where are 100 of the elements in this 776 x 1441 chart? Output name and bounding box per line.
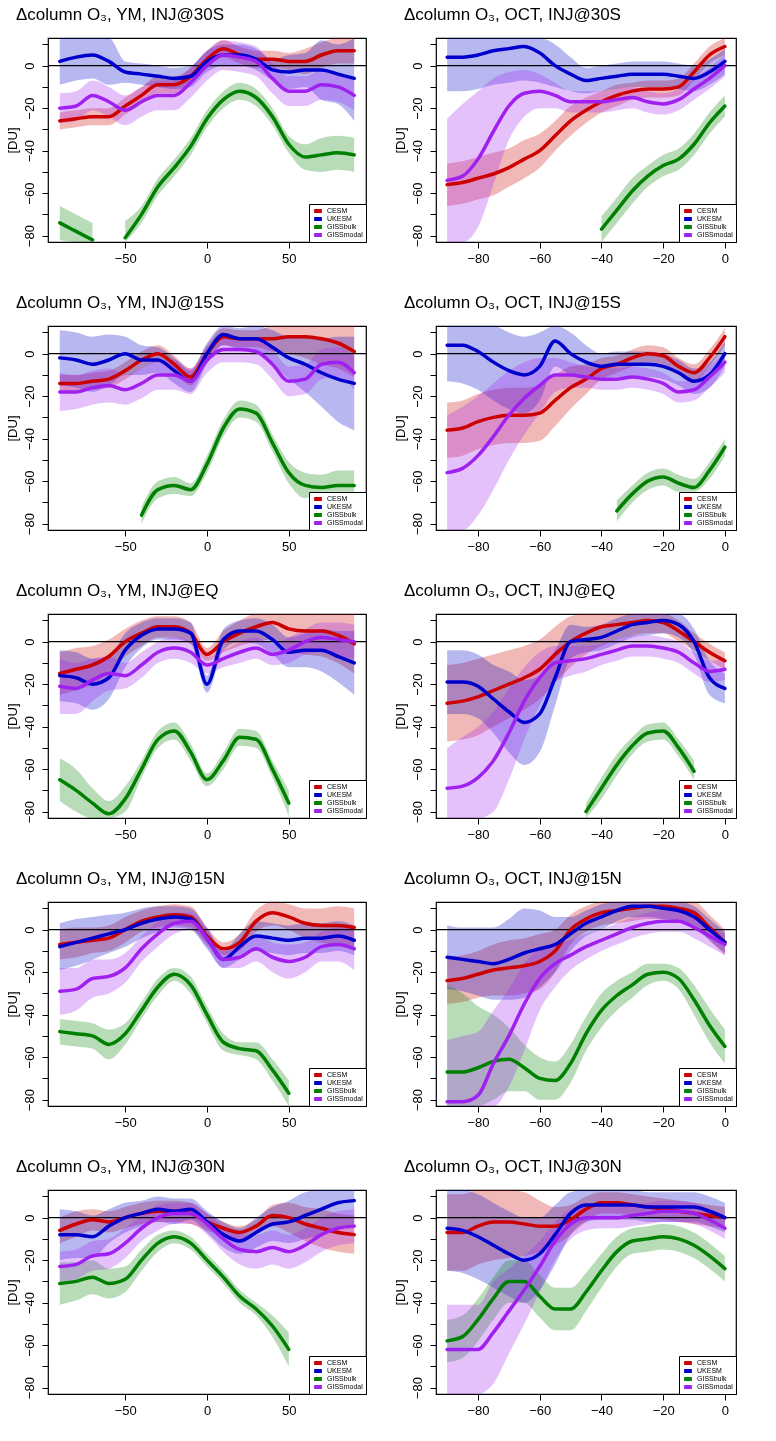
y-tick-label: −80 xyxy=(409,1089,425,1112)
y-axis-title: [DU] xyxy=(4,703,20,730)
x-tick-label: 0 xyxy=(203,1402,212,1418)
chart-title: Δcolumn O₃, OCT, INJ@30N xyxy=(404,1157,622,1176)
y-axis-title: [DU] xyxy=(4,1279,20,1306)
y-tick-label: −40 xyxy=(21,1292,37,1315)
y-tick-label: −40 xyxy=(409,428,425,451)
x-tick-label: −80 xyxy=(467,1114,490,1130)
y-tick-label: 0 xyxy=(21,1214,37,1222)
x-tick-label: −80 xyxy=(467,1402,490,1418)
y-tick-label: −80 xyxy=(21,225,37,248)
y-tick-label: 0 xyxy=(21,350,37,358)
y-tick-label: −60 xyxy=(21,1334,37,1357)
x-tick-label: −40 xyxy=(590,826,613,842)
y-tick-label: −40 xyxy=(409,1004,425,1027)
y-tick-label: −60 xyxy=(409,1046,425,1069)
x-tick-label: −50 xyxy=(114,1114,137,1130)
y-tick-label: −60 xyxy=(409,1334,425,1357)
chart-title: Δcolumn O₃, OCT, INJ@15N xyxy=(404,869,622,888)
y-tick-label: −80 xyxy=(409,1377,425,1400)
y-tick-label: −80 xyxy=(409,225,425,248)
x-tick-label: −40 xyxy=(590,538,613,554)
chart-title: Δcolumn O₃, OCT, INJ@30S xyxy=(404,5,621,24)
y-tick-label: 0 xyxy=(409,62,425,70)
x-tick-label: −80 xyxy=(467,826,490,842)
chart-title: Δcolumn O₃, YM, INJ@EQ xyxy=(16,581,219,600)
x-tick-label: −20 xyxy=(652,1114,675,1130)
y-tick-label: −80 xyxy=(21,1377,37,1400)
y-axis-title: [DU] xyxy=(392,991,408,1018)
x-tick-label: −20 xyxy=(652,826,675,842)
x-tick-label: −60 xyxy=(529,1402,552,1418)
x-tick-label: 0 xyxy=(721,1114,730,1130)
y-tick-label: −40 xyxy=(409,1292,425,1315)
x-tick-label: −50 xyxy=(114,538,137,554)
y-axis-title: [DU] xyxy=(4,991,20,1018)
x-tick-label: −40 xyxy=(590,250,613,266)
x-tick-label: −60 xyxy=(529,538,552,554)
x-tick-label: 0 xyxy=(203,1114,212,1130)
y-tick-label: 0 xyxy=(409,926,425,934)
y-tick-label: −20 xyxy=(21,1249,37,1272)
x-tick-label: −20 xyxy=(652,1402,675,1418)
x-tick-label: −80 xyxy=(467,538,490,554)
x-tick-label: 50 xyxy=(282,826,297,842)
y-axis-title: [DU] xyxy=(392,703,408,730)
x-tick-label: −80 xyxy=(467,250,490,266)
x-tick-label: 0 xyxy=(203,826,212,842)
y-tick-label: −60 xyxy=(21,758,37,781)
y-tick-label: −20 xyxy=(409,673,425,696)
chart-title: Δcolumn O₃, OCT, INJ@15S xyxy=(404,293,621,312)
y-tick-label: −20 xyxy=(21,673,37,696)
y-tick-label: −20 xyxy=(409,1249,425,1272)
x-tick-label: −40 xyxy=(590,1114,613,1130)
x-tick-label: 0 xyxy=(721,250,730,266)
y-axis-title: [DU] xyxy=(4,127,20,154)
y-tick-label: 0 xyxy=(21,62,37,70)
y-tick-label: −40 xyxy=(409,716,425,739)
y-tick-label: −40 xyxy=(21,1004,37,1027)
y-tick-label: 0 xyxy=(21,638,37,646)
y-tick-label: −80 xyxy=(409,801,425,824)
x-tick-label: −50 xyxy=(114,250,137,266)
x-tick-label: −50 xyxy=(114,826,137,842)
y-tick-label: −20 xyxy=(409,385,425,408)
y-tick-label: −20 xyxy=(21,385,37,408)
x-tick-label: 0 xyxy=(203,538,212,554)
y-tick-label: 0 xyxy=(409,1214,425,1222)
y-tick-label: −80 xyxy=(409,513,425,536)
x-tick-label: 50 xyxy=(282,250,297,266)
y-tick-label: −60 xyxy=(21,470,37,493)
y-tick-label: 0 xyxy=(409,638,425,646)
x-tick-label: −60 xyxy=(529,250,552,266)
y-tick-label: −40 xyxy=(21,428,37,451)
y-tick-label: −40 xyxy=(21,140,37,163)
y-tick-label: −80 xyxy=(21,801,37,824)
x-tick-label: 50 xyxy=(282,538,297,554)
y-axis-title: [DU] xyxy=(392,415,408,442)
x-tick-label: −40 xyxy=(590,1402,613,1418)
x-tick-label: 50 xyxy=(282,1402,297,1418)
y-tick-label: −60 xyxy=(21,182,37,205)
chart-title: Δcolumn O₃, YM, INJ@30S xyxy=(16,5,225,24)
y-tick-label: −60 xyxy=(409,758,425,781)
x-tick-label: −60 xyxy=(529,1114,552,1130)
y-axis-title: [DU] xyxy=(392,1279,408,1306)
x-tick-label: −20 xyxy=(652,250,675,266)
x-tick-label: −50 xyxy=(114,1402,137,1418)
x-tick-label: 0 xyxy=(203,250,212,266)
y-axis-title: [DU] xyxy=(392,127,408,154)
y-tick-label: 0 xyxy=(409,350,425,358)
chart-title: Δcolumn O₃, YM, INJ@30N xyxy=(16,1157,226,1176)
x-tick-label: 0 xyxy=(721,1402,730,1418)
x-tick-label: −20 xyxy=(652,538,675,554)
y-tick-label: −60 xyxy=(21,1046,37,1069)
chart-title: Δcolumn O₃, YM, INJ@15N xyxy=(16,869,226,888)
x-tick-label: 0 xyxy=(721,538,730,554)
y-axis-title: [DU] xyxy=(4,415,20,442)
x-tick-label: 50 xyxy=(282,1114,297,1130)
y-tick-label: −80 xyxy=(21,513,37,536)
chart-title: Δcolumn O₃, YM, INJ@15S xyxy=(16,293,225,312)
y-tick-label: −20 xyxy=(409,961,425,984)
y-tick-label: −60 xyxy=(409,182,425,205)
x-tick-label: −60 xyxy=(529,826,552,842)
